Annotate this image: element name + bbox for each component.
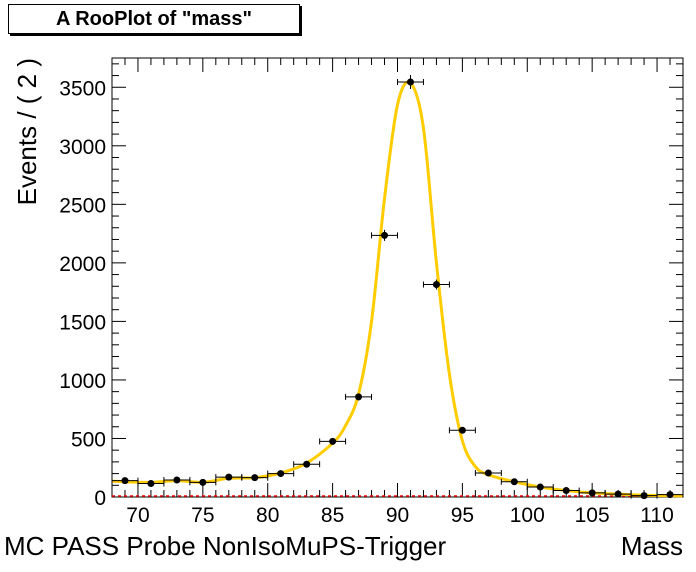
data-point (345, 393, 373, 401)
x-tick-label: 100 (510, 504, 545, 527)
fit-curve (111, 80, 684, 498)
x-tick-label: 85 (321, 504, 344, 527)
data-marker (510, 478, 518, 486)
x-tick-label: 70 (126, 504, 149, 527)
x-tick-label: 90 (386, 504, 409, 527)
data-point (604, 490, 632, 498)
data-point (578, 489, 606, 497)
data-point (189, 478, 217, 486)
axis-tick-labels: 70 75 80 85 90 95 100 105 110 0 500 1000 1500 2000 250… (59, 77, 674, 527)
x-tick-label: 105 (575, 504, 610, 527)
data-point (371, 229, 398, 241)
data-marker (588, 489, 596, 497)
axis-ticks (111, 58, 684, 498)
y-tick-label: 1500 (59, 311, 106, 334)
x-tick-label: 110 (640, 504, 673, 527)
data-marker (225, 473, 233, 481)
data-marker (121, 477, 129, 485)
data-point (267, 470, 295, 478)
x-tick-label: 80 (256, 504, 279, 527)
data-marker (381, 231, 389, 239)
y-axis-title: Events / ( 2 ) (12, 58, 42, 205)
data-marker (199, 478, 207, 486)
data-marker (303, 460, 311, 468)
data-point (500, 478, 528, 486)
y-tick-label: 2500 (59, 194, 106, 217)
data-point (448, 426, 476, 434)
data-point (422, 279, 450, 290)
x-tick-label: 75 (191, 504, 214, 527)
data-marker (458, 426, 466, 434)
data-marker (147, 480, 155, 488)
data-point (474, 469, 502, 477)
data-marker (406, 78, 414, 86)
data-marker (562, 487, 570, 495)
x-axis-title-right: Mass (621, 531, 683, 561)
plot-title: A RooPlot of "mass" (8, 4, 300, 34)
data-point (397, 75, 424, 89)
data-point (241, 474, 269, 482)
x-tick-label: 95 (451, 504, 474, 527)
x-axis-title-left: MC PASS Probe NonIsoMuPS-Trigger (4, 531, 446, 561)
data-marker (640, 492, 648, 500)
y-tick-label: 3000 (59, 136, 106, 159)
data-marker (277, 470, 285, 478)
data-marker (355, 393, 363, 401)
data-point (319, 437, 347, 445)
data-marker (614, 490, 622, 498)
data-marker (432, 281, 440, 289)
y-tick-label: 500 (71, 428, 106, 451)
data-point (293, 460, 321, 468)
data-marker (666, 491, 674, 499)
data-marker (251, 474, 259, 482)
y-tick-label: 3500 (59, 77, 106, 100)
data-marker (536, 483, 544, 491)
data-points (111, 75, 684, 500)
y-tick-label: 1000 (59, 370, 106, 393)
y-tick-label: 2000 (59, 253, 106, 276)
plot-frame (111, 57, 684, 498)
data-marker (173, 476, 181, 484)
data-point (630, 492, 658, 500)
data-point (111, 477, 139, 485)
data-marker (329, 437, 337, 445)
y-tick-label: 0 (94, 487, 106, 510)
data-point (656, 491, 684, 499)
data-marker (484, 469, 492, 477)
